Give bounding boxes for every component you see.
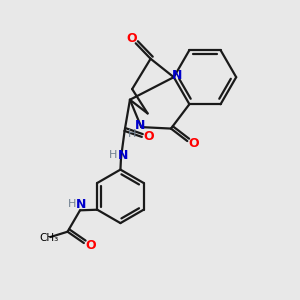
Text: O: O: [85, 239, 96, 253]
Text: O: O: [188, 137, 199, 150]
Text: N: N: [76, 199, 86, 212]
Text: N: N: [172, 70, 182, 83]
Text: O: O: [143, 130, 154, 143]
Text: CH₃: CH₃: [39, 233, 58, 243]
Text: H: H: [109, 150, 117, 160]
Text: H: H: [128, 129, 136, 139]
Text: H: H: [68, 200, 76, 209]
Text: N: N: [118, 149, 128, 162]
Text: N: N: [135, 119, 145, 132]
Text: O: O: [126, 32, 136, 45]
